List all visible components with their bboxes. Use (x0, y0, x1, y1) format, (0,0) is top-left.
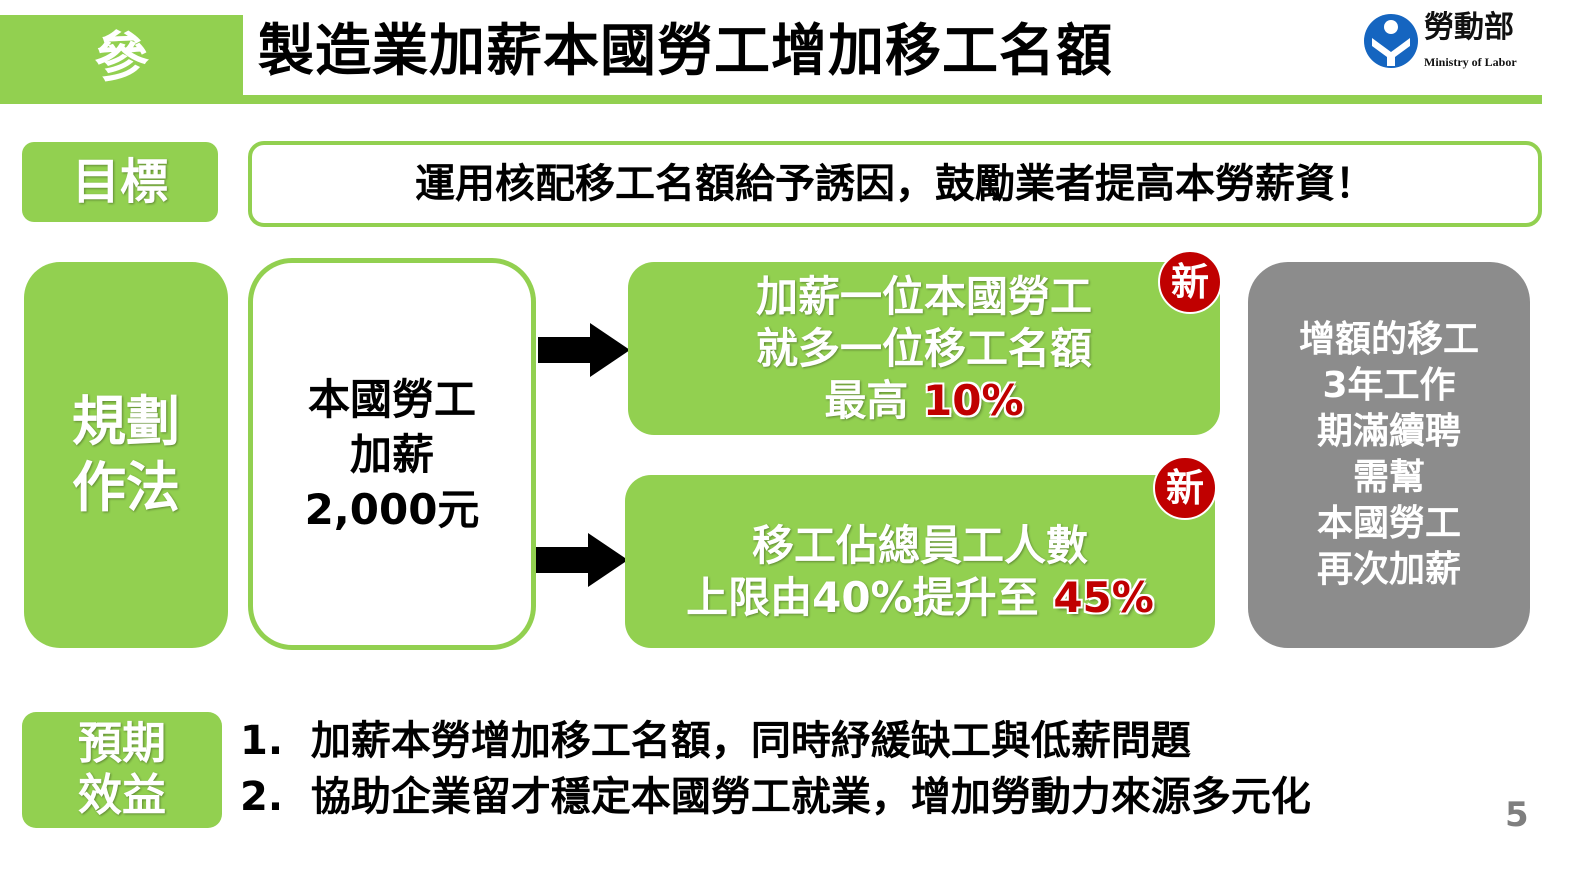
ratio-line2-prefix: 上限由40%提升至 (686, 572, 1054, 622)
arrow-right-icon (538, 323, 630, 377)
section-marker: 參 (0, 15, 243, 100)
quota-highlight: 10% (923, 375, 1024, 425)
quota-line3-prefix: 最高 (824, 375, 924, 425)
logo-name-en: Ministry of Labor (1424, 55, 1517, 69)
note-line: 3年工作 (1322, 365, 1456, 406)
note-line: 再次加薪 (1316, 549, 1461, 590)
note-box: 增額的移工 3年工作 期滿續聘 需幫 本國勞工 再次加薪 (1248, 262, 1530, 648)
page-number: 5 (1505, 795, 1529, 835)
new-badge: 新 (1158, 250, 1222, 314)
source-line2: 加薪 (349, 429, 434, 479)
benefit-label: 預期 效益 (22, 712, 222, 828)
ratio-line1: 移工佔總員工人數 (751, 520, 1088, 570)
page-title: 製造業加薪本國勞工增加移工名額 (258, 19, 1113, 84)
goal-label: 目標 (22, 142, 218, 222)
plan-label-line2: 作法 (72, 456, 180, 519)
quota-box: 加薪一位本國勞工 就多一位移工名額 最高 10% (628, 262, 1220, 435)
ministry-emblem-icon (1364, 14, 1418, 68)
note-line: 期滿續聘 (1316, 411, 1461, 452)
benefit-item: 1. 加薪本勞增加移工名額，同時紓緩缺工與低薪問題 (240, 718, 1191, 764)
benefit-item: 2. 協助企業留才穩定本國勞工就業，增加勞動力來源多元化 (240, 774, 1311, 820)
note-line: 增額的移工 (1298, 319, 1479, 360)
header-divider (0, 95, 1542, 104)
goal-text: 運用核配移工名額給予誘因，鼓勵業者提高本勞薪資！ (248, 141, 1542, 227)
source-box: 本國勞工 加薪 2,000元 (248, 258, 536, 650)
benefit-label-line2: 效益 (78, 770, 166, 821)
ratio-highlight: 45% (1053, 572, 1154, 622)
new-badge: 新 (1153, 456, 1217, 520)
ministry-logo: 勞動部 Ministry of Labor (1362, 10, 1562, 76)
arrow-right-icon (536, 533, 628, 587)
ratio-box: 移工佔總員工人數 上限由40%提升至 45% (625, 475, 1215, 648)
plan-label-line1: 規劃 (72, 390, 180, 453)
plan-label: 規劃 作法 (24, 262, 228, 648)
quota-line2: 就多一位移工名額 (755, 323, 1092, 373)
note-line: 需幫 (1352, 457, 1425, 498)
quota-line1: 加薪一位本國勞工 (755, 271, 1092, 321)
benefit-label-line1: 預期 (78, 718, 166, 769)
note-line: 本國勞工 (1316, 503, 1461, 544)
logo-name-zh: 勞動部 (1424, 10, 1514, 45)
source-line1: 本國勞工 (307, 374, 476, 424)
source-line3: 2,000元 (304, 484, 480, 534)
